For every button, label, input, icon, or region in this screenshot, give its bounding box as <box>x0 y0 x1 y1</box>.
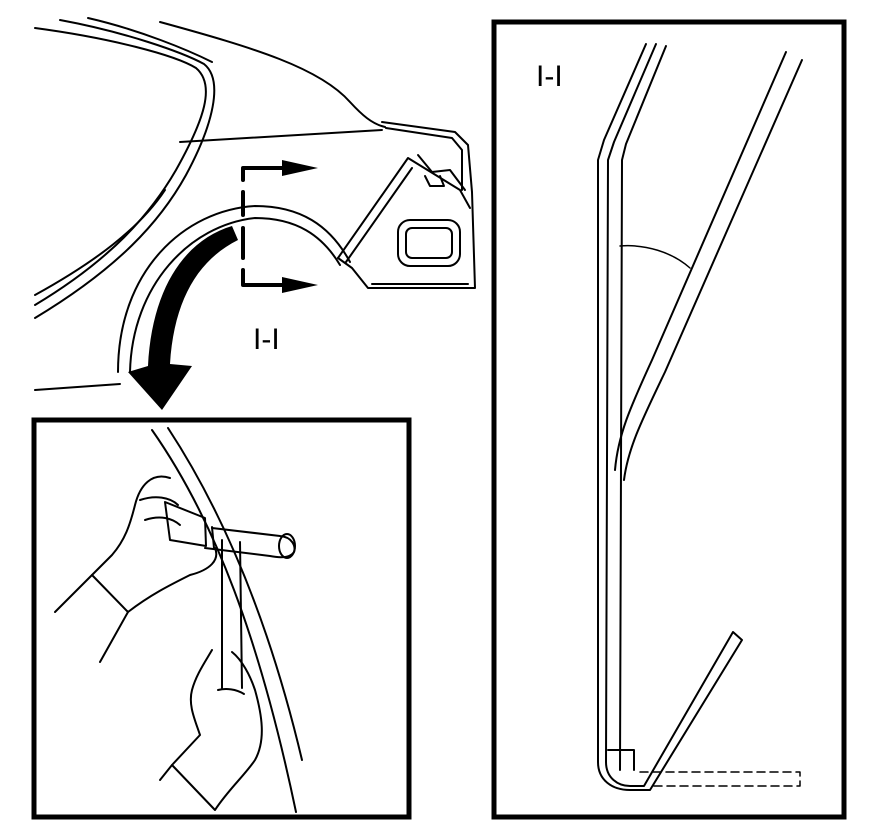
panel-cross-section <box>597 43 803 791</box>
section-arrow-bottom-icon <box>282 277 318 293</box>
hammer-dolly-detail <box>54 427 303 813</box>
section-detail-frame <box>491 19 847 820</box>
vehicle-quarter-overview <box>34 17 476 391</box>
section-label-overview: I-I <box>253 323 280 356</box>
section-label-detail: I-I <box>536 60 563 93</box>
inset-frame <box>31 417 412 820</box>
curved-pointer-arrow-icon <box>128 226 238 410</box>
section-arrow-top-icon <box>282 160 318 176</box>
section-cut-marker <box>241 160 318 293</box>
